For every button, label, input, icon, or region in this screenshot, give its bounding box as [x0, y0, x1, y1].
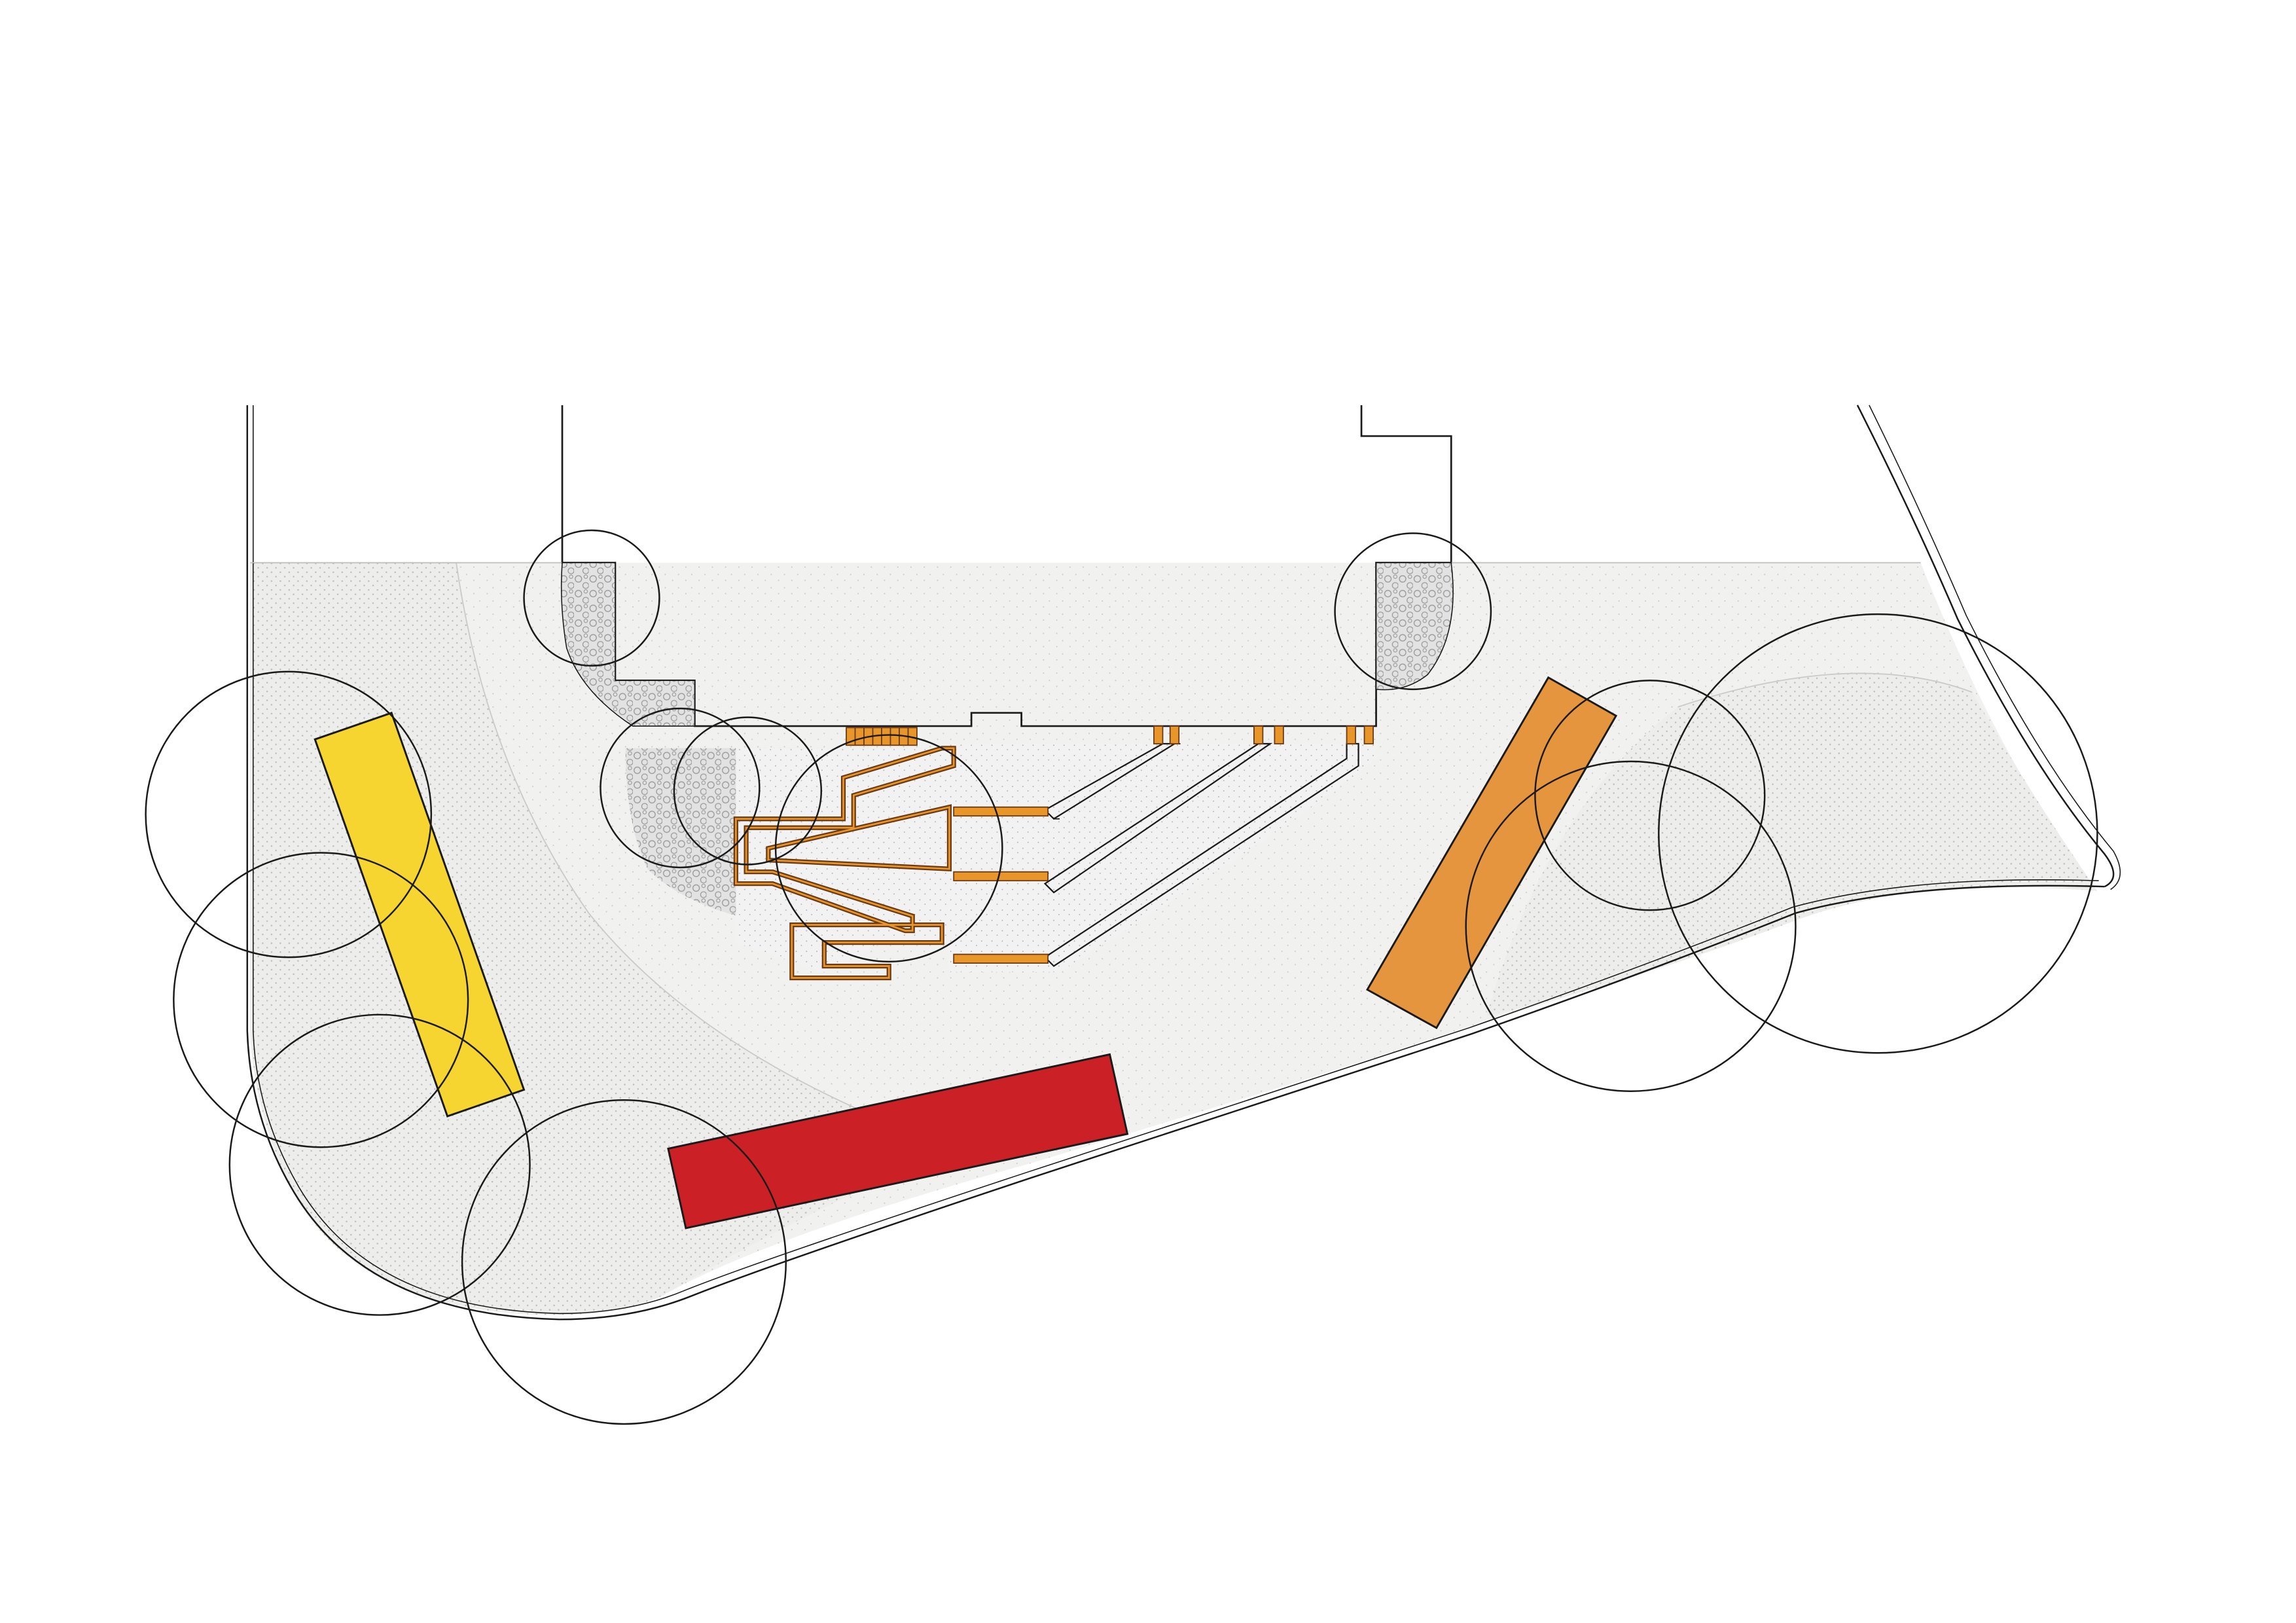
tree-canopy — [673, 716, 823, 866]
step-block-3a — [1346, 725, 1356, 744]
gravel-beds — [560, 562, 1454, 972]
step-block-2b — [1274, 725, 1284, 744]
step-block-3b — [1363, 725, 1374, 744]
plaza-paving — [250, 562, 2098, 1315]
tree-canopy — [1534, 680, 1766, 911]
bench-strip-top — [953, 806, 1049, 817]
plaza-stipple-east — [1486, 673, 2098, 1017]
tree-canopy — [1465, 760, 1797, 1092]
red-block — [667, 1053, 1129, 1230]
zigzag-seating — [733, 746, 956, 981]
ramp-path-2 — [1043, 742, 1273, 894]
bench-strip-mid — [953, 871, 1049, 882]
west-curb-inner — [252, 405, 2099, 1315]
step-block-1b — [1169, 725, 1180, 744]
east-curb-inner — [1869, 405, 2121, 890]
tree-canopy — [145, 670, 433, 958]
ramp-path-3 — [1043, 742, 1359, 968]
tree-canopy — [1334, 532, 1492, 691]
yellow-block — [314, 711, 526, 1118]
lower-seat-inline — [791, 924, 943, 979]
east-curb — [1856, 405, 2115, 888]
bench-strip-bottom — [953, 953, 1049, 964]
tree-canopy — [523, 529, 660, 667]
tree-canopy — [228, 1013, 531, 1316]
tree-canopy — [173, 852, 469, 1148]
tree-canopies — [145, 529, 2098, 1425]
timber-elements — [846, 725, 1374, 964]
tree-canopy — [461, 1099, 787, 1425]
orange-block — [1366, 676, 1618, 1030]
terrace-plate — [736, 748, 950, 972]
colored-blocks — [314, 676, 1618, 1230]
gravel-bed-northeast — [1375, 562, 1454, 691]
terrace-paving — [949, 744, 1376, 972]
tree-canopy — [774, 734, 1003, 963]
step-block-1a — [1153, 725, 1164, 744]
east-fade-line — [1677, 672, 1973, 708]
tree-canopy — [600, 707, 761, 869]
step-block-2a — [1253, 725, 1264, 744]
zigzag-outer-inline — [735, 747, 955, 932]
plaza-fade-line — [456, 562, 957, 1150]
gravel-bed-northwest — [560, 562, 696, 727]
tree-canopy — [1658, 613, 2098, 1054]
zigzag-inner-inline — [767, 806, 950, 870]
